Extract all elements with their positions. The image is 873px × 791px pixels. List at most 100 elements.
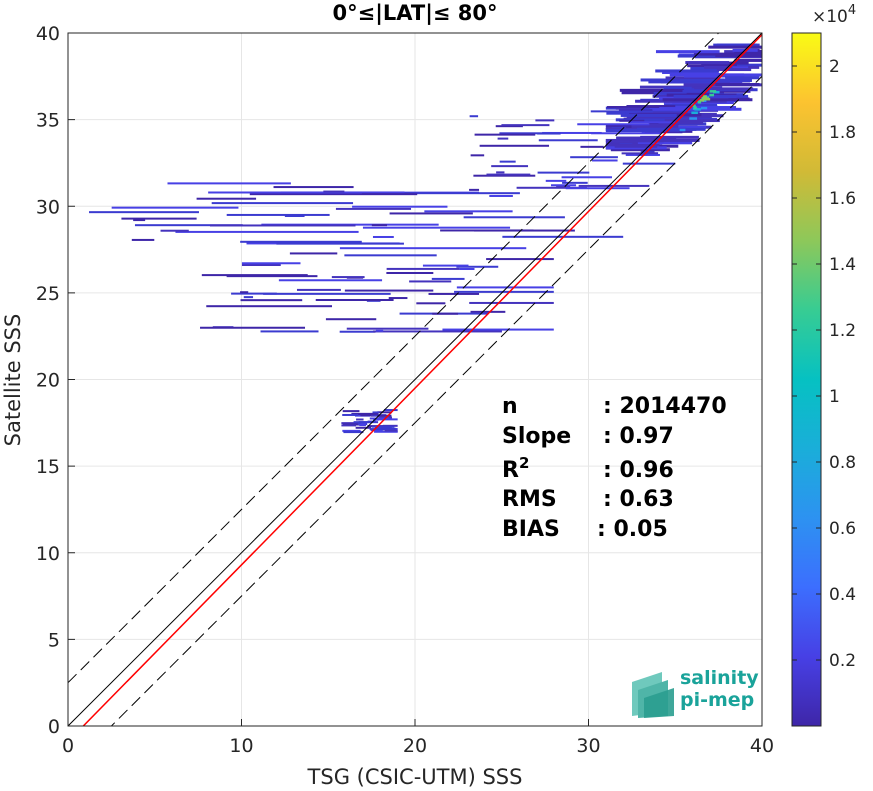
y-tick-label: 40 [36, 23, 60, 45]
density-strip [456, 265, 499, 268]
density-strip [470, 154, 485, 157]
density-strip [653, 91, 687, 95]
density-strip [416, 302, 446, 305]
density-strip [728, 61, 749, 65]
stat-r2-value: : 0.96 [603, 458, 674, 483]
density-strip [432, 312, 459, 315]
density-peak-cell [694, 108, 701, 111]
density-strip [376, 414, 392, 417]
density-strip [240, 299, 303, 302]
density-strip [342, 429, 361, 432]
y-axis-ticks: 0 5 10 15 20 25 30 35 40 [36, 23, 75, 738]
x-axis-label: TSG (CSIC-UTM) SSS [307, 765, 523, 789]
density-strip [659, 96, 729, 100]
density-strip [716, 68, 752, 72]
density-peak-cell [693, 106, 697, 109]
density-strip [625, 153, 660, 156]
density-strip [679, 78, 752, 82]
density-strip [664, 103, 718, 107]
stat-slope-value: : 0.97 [603, 424, 674, 449]
density-strip [687, 64, 737, 68]
density-strip [384, 429, 398, 432]
density-strip [489, 194, 513, 197]
colorbar [791, 32, 822, 727]
rms-dashed-line [68, 33, 720, 684]
density-strip [296, 288, 341, 291]
density-strip [605, 141, 663, 145]
density-peak-cell [697, 101, 702, 104]
density-strip [226, 275, 318, 278]
stat-n-value: : 2014470 [603, 394, 727, 419]
density-strip [315, 298, 394, 301]
y-tick-label: 20 [36, 370, 60, 392]
regression-line [82, 34, 762, 726]
density-strip [459, 268, 475, 271]
density-strip [240, 291, 249, 294]
density-strip [201, 274, 308, 277]
x-tick-label: 30 [576, 735, 600, 757]
density-strip [640, 135, 699, 139]
colorbar-tick-label: 1.6 [829, 189, 856, 209]
density-strip [231, 292, 277, 295]
density-strip [209, 224, 356, 227]
density-strip [442, 328, 554, 331]
density-strip [470, 310, 506, 313]
density-layer [89, 43, 762, 434]
colorbar-ticks: 0.2 0.4 0.6 0.8 1 1.2 1.4 1.6 1.8 2 [792, 57, 856, 671]
density-strip [175, 230, 359, 233]
density-strip [491, 165, 529, 168]
density-strip [605, 129, 668, 133]
density-strip [704, 89, 751, 93]
density-strip [323, 190, 345, 193]
density-strip [111, 206, 239, 209]
density-strip [619, 88, 684, 92]
density-strip [289, 252, 338, 255]
density-strip [629, 140, 664, 143]
density-strip [580, 145, 604, 148]
colorbar-tick-label: 1.4 [829, 255, 856, 275]
density-strip [632, 123, 675, 127]
density-strip [545, 179, 567, 182]
density-strip [373, 330, 502, 333]
density-strip [121, 217, 197, 220]
density-peak-cell [691, 111, 698, 115]
density-strip [428, 292, 480, 295]
density-strip [359, 424, 366, 427]
density-strip [356, 418, 364, 421]
stat-bias-label: BIAS [502, 517, 560, 542]
density-strip [386, 271, 434, 274]
density-strip [473, 174, 536, 177]
density-strip [734, 58, 762, 62]
density-strip [456, 286, 554, 289]
density-strip [516, 186, 587, 189]
density-strip [637, 111, 673, 115]
stat-n-label: n [502, 394, 518, 419]
density-strip [339, 247, 527, 250]
density-strip [635, 99, 727, 103]
density-strip [241, 264, 281, 267]
density-strip [636, 127, 706, 131]
colorbar-multiplier: ×104 [812, 3, 856, 27]
colorbar-tick-label: 0.8 [829, 453, 856, 473]
density-strip [343, 431, 364, 434]
density-strip [383, 409, 398, 412]
density-strip [637, 141, 693, 145]
density-strip [715, 53, 762, 57]
density-strip [694, 86, 723, 90]
colorbar-tick-label: 0.6 [829, 519, 856, 539]
density-strip [422, 264, 469, 267]
density-strip [89, 211, 199, 214]
density-strip [249, 193, 418, 196]
density-strip [341, 422, 361, 425]
density-strip [550, 184, 577, 187]
density-strip [389, 212, 473, 215]
density-strip [501, 124, 550, 127]
density-strip [371, 224, 388, 227]
density-strip [354, 412, 379, 415]
density-strip [359, 192, 520, 195]
density-strip [591, 132, 661, 135]
density-strip [538, 139, 598, 142]
density-strip [369, 417, 390, 420]
y-axis-label: Satellite SSS [1, 314, 25, 447]
density-strip [431, 277, 465, 280]
